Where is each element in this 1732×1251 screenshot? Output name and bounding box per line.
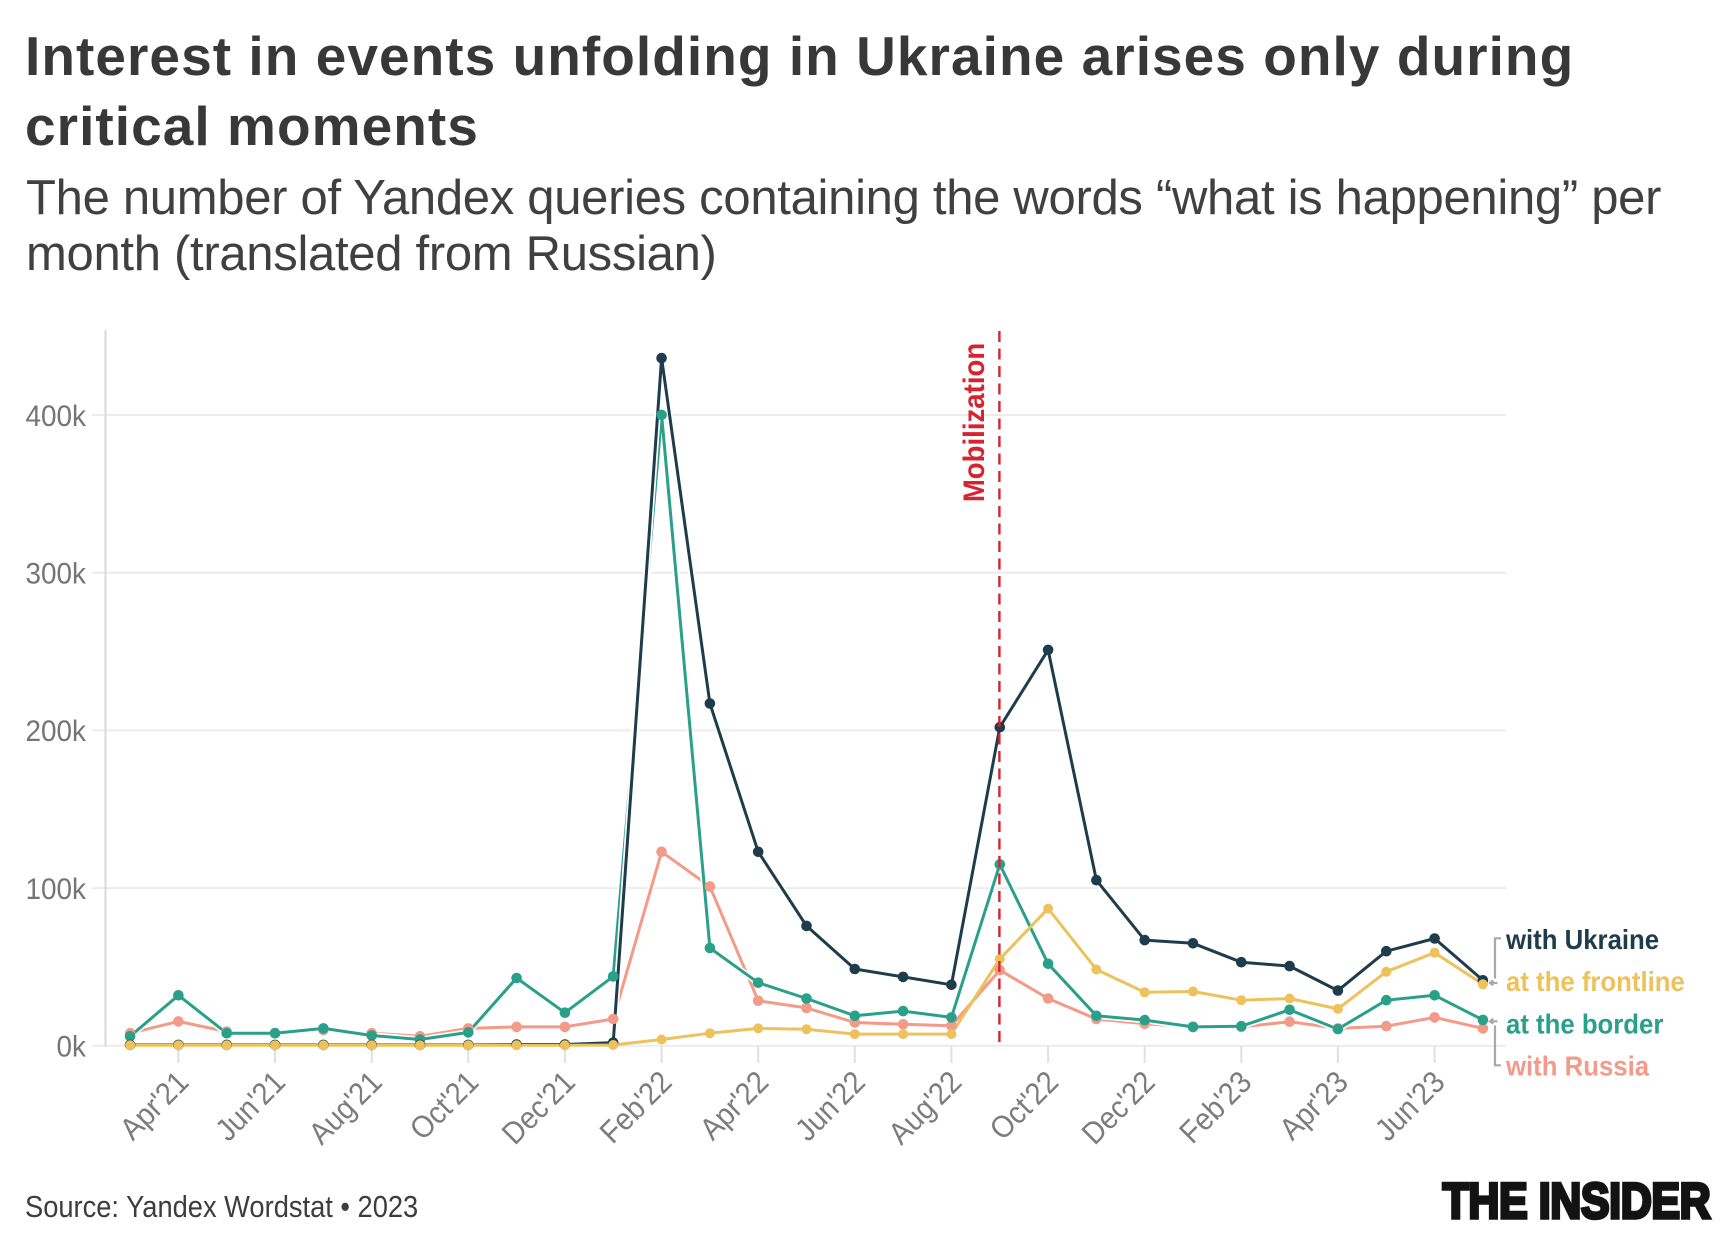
svg-text:Aug'22: Aug'22 [882,1065,968,1151]
svg-text:Apr'21: Apr'21 [114,1065,196,1147]
svg-text:Aug'21: Aug'21 [302,1065,388,1151]
svg-text:Jun'23: Jun'23 [1369,1065,1452,1148]
svg-text:Jun'22: Jun'22 [789,1065,872,1148]
svg-text:Oct'21: Oct'21 [404,1065,486,1147]
svg-text:Oct'22: Oct'22 [983,1065,1065,1147]
svg-text:100k: 100k [26,873,87,906]
svg-text:with Ukraine: with Ukraine [1505,924,1659,955]
svg-text:Feb'23: Feb'23 [1173,1065,1258,1150]
svg-text:at the frontline: at the frontline [1506,966,1685,997]
svg-text:Apr'22: Apr'22 [693,1065,775,1147]
svg-text:Jun'21: Jun'21 [209,1065,292,1148]
svg-text:Dec'22: Dec'22 [1075,1065,1161,1151]
svg-text:at the border: at the border [1506,1008,1664,1039]
svg-text:400k: 400k [26,400,87,433]
svg-text:with Russia: with Russia [1505,1051,1650,1082]
svg-text:Mobilization: Mobilization [958,343,991,502]
svg-text:300k: 300k [26,558,87,591]
svg-text:0k: 0k [57,1031,87,1064]
svg-text:200k: 200k [26,715,87,748]
svg-text:Dec'21: Dec'21 [496,1065,582,1151]
svg-text:Feb'22: Feb'22 [593,1065,678,1150]
svg-text:Apr'23: Apr'23 [1273,1065,1355,1147]
